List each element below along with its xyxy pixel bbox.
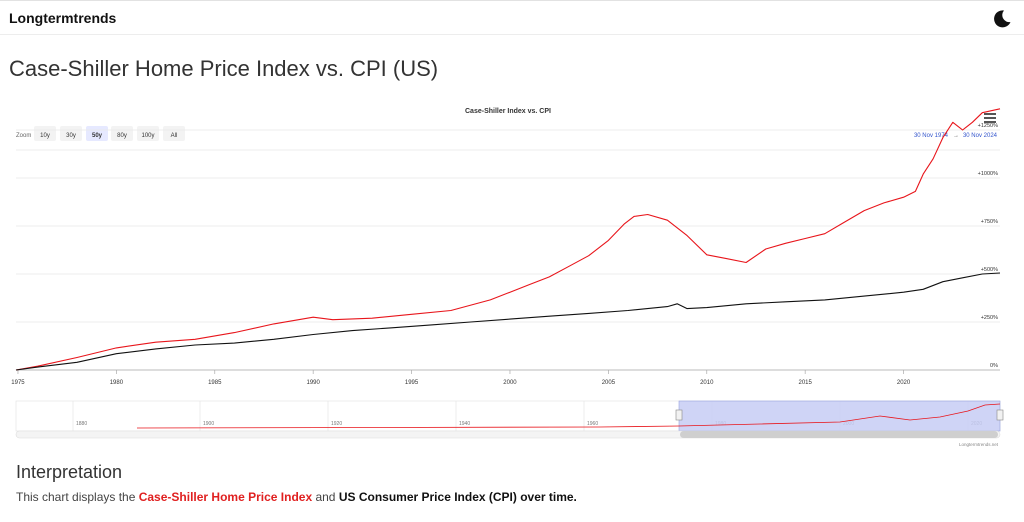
x-tick-label: 2015	[798, 380, 812, 386]
hamburger-icon	[984, 113, 996, 123]
zoom-button-label: 30y	[66, 133, 76, 139]
zoom-label: Zoom	[16, 133, 31, 139]
series-line-cpi[interactable]	[15, 272, 1001, 371]
y-grid	[16, 129, 1000, 371]
interpretation-text: This chart displays the Case-Shiller Hom…	[16, 490, 577, 504]
moon-icon[interactable]	[992, 9, 1012, 29]
interpretation-middle: and	[312, 490, 339, 504]
top-bar: Longtermtrends	[0, 0, 1024, 35]
zoom-button-50y[interactable]: 50y	[86, 126, 108, 141]
x-tick-label: 1990	[306, 380, 320, 386]
chart-container: Case-Shiller Index vs. CPI Zoom 10y 30y 50…	[11, 108, 1004, 447]
x-tick-label: 1995	[405, 380, 419, 386]
zoom-button-label: 80y	[117, 133, 127, 139]
navigator-tick-label: 1960	[587, 421, 598, 427]
hpi-link[interactable]: Case-Shiller Home Price Index	[138, 490, 313, 504]
y-tick-label: +1250%	[978, 123, 998, 129]
x-tick-label: 2000	[503, 380, 517, 386]
y-tick-label: +250%	[981, 315, 998, 321]
navigator-series-line	[136, 403, 1001, 429]
zoom-button-100y[interactable]: 100y	[137, 126, 159, 141]
cpi-link[interactable]: US Consumer Price Index (CPI) over time.	[338, 490, 577, 504]
navigator-tick-label: 1880	[76, 421, 87, 427]
x-tick-label: 1975	[11, 380, 25, 386]
navigator[interactable]: 18801900192019401960198020002020	[15, 400, 1004, 432]
interpretation-prefix: This chart displays the	[16, 490, 139, 504]
navigator-handle-right[interactable]	[996, 409, 1004, 421]
chart-title: Case-Shiller Index vs. CPI	[465, 108, 551, 115]
range-from[interactable]: 30 Nov 1974	[914, 133, 949, 139]
navigator-tick-label: 1900	[203, 421, 214, 427]
navigator-tick-label: 1920	[331, 421, 342, 427]
series-line-home-price[interactable]	[15, 108, 1001, 371]
zoom-button-label: 100y	[141, 133, 154, 139]
chart-credit[interactable]: Longtermtrends.net	[959, 442, 999, 447]
zoom-button-label: 50y	[92, 133, 103, 139]
range-to[interactable]: 30 Nov 2024	[963, 133, 998, 139]
y-tick-label: 0%	[990, 363, 998, 369]
x-tick-label: 2020	[897, 380, 911, 386]
navigator-handle-left[interactable]	[675, 409, 683, 421]
x-tick-label: 2010	[700, 380, 714, 386]
zoom-button-label: All	[171, 133, 178, 139]
zoom-button-30y[interactable]: 30y	[60, 126, 82, 141]
x-tick-label: 1985	[208, 380, 222, 386]
chart-menu-button[interactable]	[982, 111, 998, 127]
page-title: Case-Shiller Home Price Index vs. CPI (U…	[9, 56, 439, 81]
site-logo[interactable]: Longtermtrends	[9, 10, 117, 26]
zoom-button-10y[interactable]: 10y	[34, 126, 56, 141]
navigator-selection[interactable]	[678, 400, 1001, 432]
range-arrow: →	[953, 133, 959, 139]
scrollbar-thumb[interactable]	[680, 431, 998, 438]
zoom-button-All[interactable]: All	[163, 126, 185, 141]
x-tick-label: 1980	[110, 380, 124, 386]
zoom-button-80y[interactable]: 80y	[111, 126, 133, 141]
navigator-tick-label: 1940	[459, 421, 470, 427]
x-tick-label: 2005	[602, 380, 616, 386]
y-tick-label: +500%	[981, 267, 998, 273]
y-tick-label: +750%	[981, 219, 998, 225]
zoom-button-label: 10y	[40, 133, 50, 139]
interpretation-heading: Interpretation	[16, 462, 123, 482]
y-tick-label: +1000%	[978, 171, 998, 177]
